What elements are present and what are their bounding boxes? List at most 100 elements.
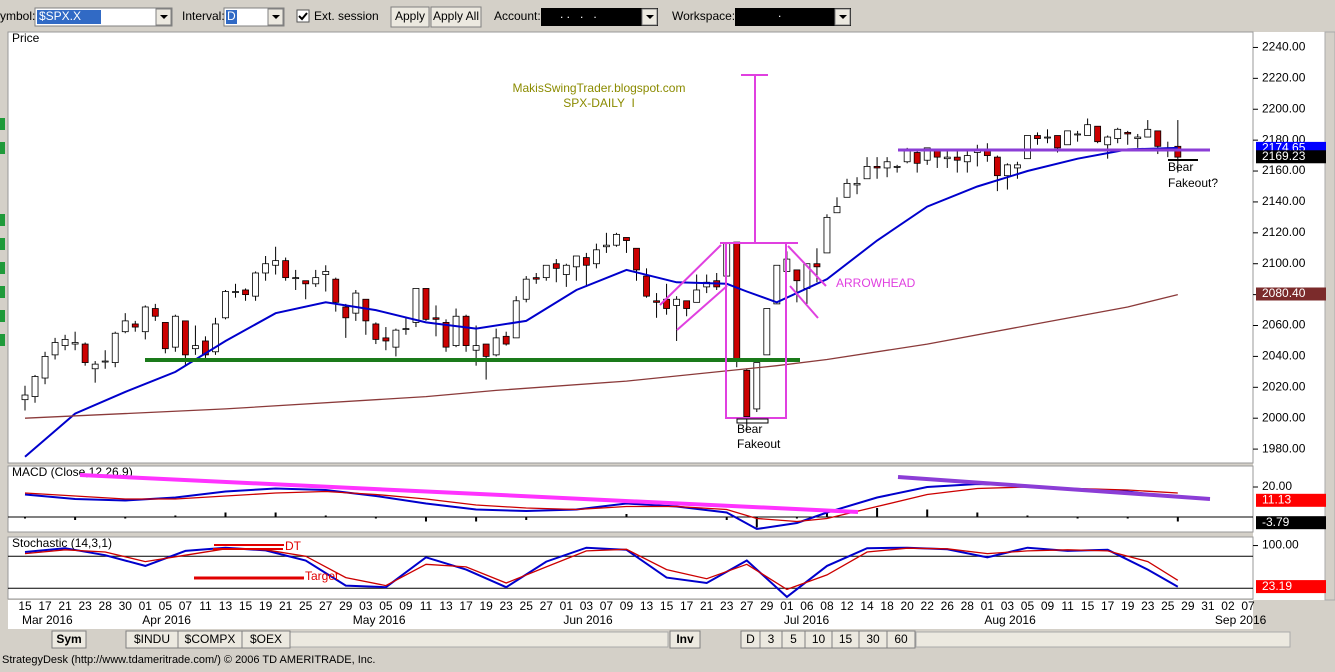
tab[interactable] (241, 630, 291, 649)
candle (151, 308, 159, 317)
candle (873, 165, 881, 169)
tool-icon[interactable] (0, 286, 5, 298)
candle (1094, 125, 1102, 143)
y-tick-label: 2200.00 (1262, 101, 1306, 115)
tool-icon[interactable] (0, 334, 5, 346)
x-tick-label: 17 (680, 599, 694, 613)
x-tick-label: 08 (820, 599, 834, 613)
candle (161, 322, 169, 350)
candle (913, 152, 921, 164)
x-tick-label: 09 (620, 599, 634, 613)
candle (332, 278, 340, 303)
candle (1064, 130, 1071, 146)
selection (37, 10, 101, 24)
x-tick-label: 07 (600, 599, 614, 613)
tab[interactable] (51, 630, 87, 649)
candle (572, 255, 580, 268)
x-tick-label: 01 (780, 599, 794, 613)
candle (492, 337, 500, 356)
candle (212, 323, 219, 353)
candle (933, 150, 941, 158)
candle (1034, 135, 1041, 139)
candle (262, 263, 269, 274)
histogram-bar (926, 509, 929, 517)
drawings: MakisSwingTrader.blogspot.com SPX-DAILY … (79, 74, 1218, 583)
x-tick-label: 19 (259, 599, 273, 613)
candle (743, 369, 751, 418)
tool-icon[interactable] (0, 238, 5, 250)
apply-all-button[interactable] (430, 6, 482, 28)
x-tick-label: 31 (1201, 599, 1215, 613)
x-tick-label: 30 (119, 599, 133, 613)
range-box (725, 242, 787, 419)
candle (793, 269, 801, 282)
x-tick-label: 11 (420, 599, 433, 613)
toolbar (0, 0, 1335, 32)
candle (693, 289, 701, 303)
x-tick-label: 23 (1141, 599, 1155, 613)
annotation: DT (285, 539, 302, 553)
apply-button[interactable] (390, 6, 430, 28)
candle (192, 345, 199, 350)
x-tick-label: 22 (921, 599, 935, 613)
tool-icon[interactable] (0, 214, 5, 226)
candle (843, 182, 851, 198)
price-tag (1256, 493, 1326, 507)
candle (202, 340, 209, 356)
tab-label: 5 (790, 632, 797, 646)
histogram-bar (1126, 517, 1129, 519)
account-box[interactable] (541, 8, 658, 26)
date-axis (8, 600, 1253, 629)
price-tag-label: 11.13 (1262, 492, 1291, 506)
x-tick-label: 11 (199, 599, 212, 613)
scroll-track[interactable] (915, 631, 1291, 648)
candle (462, 315, 470, 346)
candle (562, 264, 570, 275)
candle (542, 264, 550, 279)
x-tick-label: 23 (500, 599, 514, 613)
checkbox[interactable] (296, 9, 310, 23)
tool-icon[interactable] (0, 310, 5, 322)
candle (673, 298, 680, 306)
y-tick-label: 2100.00 (1262, 256, 1306, 270)
x-tick-label: 07 (1241, 599, 1255, 613)
y-tick-label: 2220.00 (1262, 71, 1306, 85)
tab-label: Sym (56, 632, 81, 646)
arrow-line (676, 285, 728, 331)
tab[interactable] (669, 630, 701, 649)
candle (412, 288, 420, 323)
tool-icon[interactable] (0, 142, 5, 154)
selection (226, 10, 237, 24)
y-tick-label: 2060.00 (1262, 318, 1306, 332)
panel (7, 31, 1254, 464)
histogram-bar (374, 517, 377, 519)
annotation: Bear (737, 422, 762, 436)
tool-icon[interactable] (0, 118, 5, 130)
candle (422, 288, 430, 320)
panel (7, 536, 1254, 600)
workspace-box[interactable] (735, 8, 851, 26)
month-label: Sep 2016 (1215, 613, 1267, 627)
x-tick-label: 03 (359, 599, 373, 613)
candle (292, 277, 300, 280)
side-scroll[interactable] (1324, 31, 1335, 601)
histogram-bar (74, 517, 77, 520)
candle (893, 165, 901, 168)
x-tick-label: 29 (760, 599, 774, 613)
histogram-bar (1026, 515, 1029, 517)
histogram-bar (795, 517, 798, 519)
tab[interactable] (886, 630, 916, 649)
histogram-bar (525, 517, 528, 520)
scroll-track[interactable] (289, 631, 669, 648)
x-tick-label: 14 (860, 599, 874, 613)
tab-label: $OEX (250, 632, 282, 646)
tool-icon[interactable] (0, 262, 5, 274)
candle (613, 233, 620, 246)
month-label: Jun 2016 (563, 613, 613, 627)
x-tick-label: 11 (1061, 599, 1074, 613)
arrow (272, 15, 280, 19)
histogram-bar (1176, 517, 1179, 522)
check (298, 12, 308, 21)
candle (733, 241, 741, 362)
